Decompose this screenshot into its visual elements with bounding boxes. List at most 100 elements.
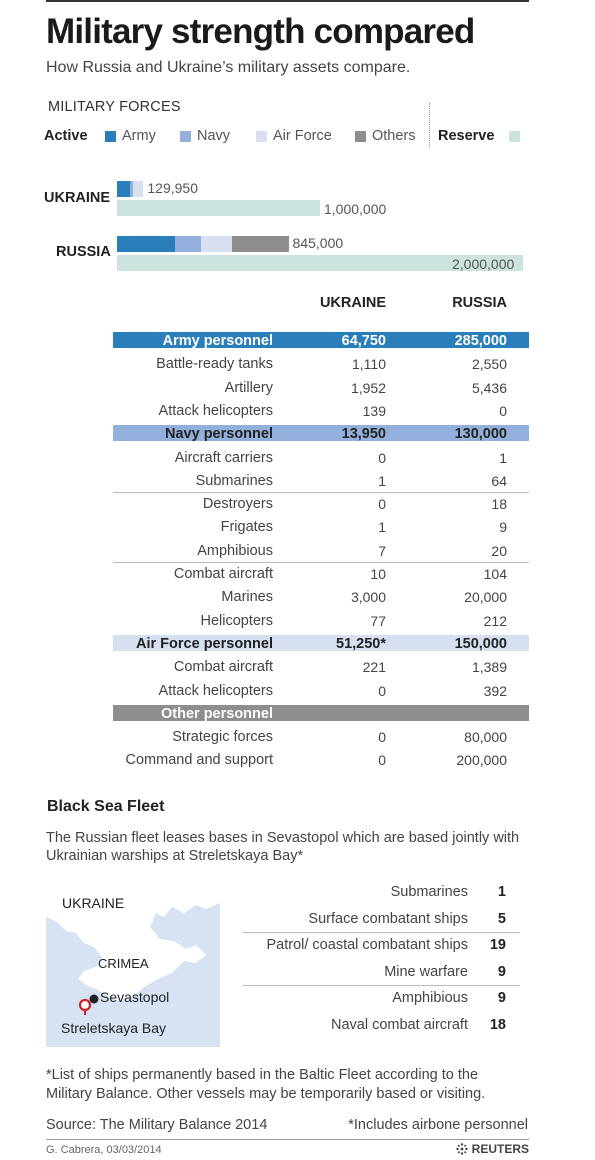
page-title: Military strength compared [46, 12, 475, 51]
credit-line: G. Cabrera, 03/03/2014 [46, 1144, 162, 1156]
map-label-crimea: CRIMEA [98, 956, 149, 971]
bar-reserve-label-ukraine: 1,000,000 [324, 201, 387, 217]
bottom-rule [46, 1139, 529, 1140]
table-section-header: Other personnel [113, 704, 529, 722]
row-label: Combat aircraft [173, 659, 273, 676]
reuters-wordmark: REUTERS [471, 1142, 529, 1156]
bar-active-total-russia: 845,000 [292, 235, 344, 251]
table-section-header: Army personnel 64,750 285,000 [113, 332, 529, 349]
row-label: Navy personnel [165, 426, 273, 443]
row-label: Marines [221, 589, 273, 606]
row-ukraine-value: 0 [378, 682, 386, 699]
row-label: Helicopters [200, 612, 273, 629]
top-rule [46, 0, 529, 2]
map-markers [78, 994, 99, 1015]
table-row: Submarines 1 64 [113, 471, 529, 493]
row-ukraine-value: 1,110 [352, 356, 386, 373]
row-russia-value: 20 [491, 542, 507, 559]
row-ukraine-value: 1,952 [350, 379, 386, 396]
page-subtitle: How Russia and Ukraine’s military assets… [46, 59, 411, 76]
bar-ukraine-army [117, 181, 131, 197]
row-russia-value: 0 [499, 402, 507, 419]
row-ukraine-value: 0 [378, 729, 386, 746]
row-russia-value: 1,389 [471, 659, 507, 676]
table-divider [113, 562, 529, 563]
row-russia-value: 64 [491, 472, 507, 489]
row-russia-value: 200,000 [456, 752, 507, 769]
bar-russia-army [117, 236, 175, 252]
legend-label-others: Others [372, 128, 416, 144]
source-note: Source: The Military Balance 2014 [46, 1117, 268, 1133]
fleet-item-value: 5 [497, 910, 506, 927]
legend-label-navy: Navy [197, 128, 231, 144]
row-russia-value: 150,000 [454, 635, 507, 652]
map-label-ukraine: UKRAINE [62, 895, 125, 911]
table-row: Attack helicopters 0 392 [113, 681, 529, 703]
forces-section-label: MILITARY FORCES [48, 99, 181, 115]
row-ukraine-value: 0 [378, 449, 386, 466]
row-ukraine-value: 64,750 [341, 333, 386, 349]
row-ukraine-value: 7 [378, 542, 386, 559]
row-ukraine-value: 3,000 [350, 589, 386, 606]
table-row: Aircraft carriers 0 1 [113, 448, 529, 470]
fleet-item: Patrol/ coastal combatant ships 19 [243, 935, 520, 957]
row-label: Command and support [125, 752, 274, 769]
table-row: Attack helicopters 139 0 [113, 401, 529, 423]
table-row: Destroyers 0 18 [113, 494, 529, 516]
row-label: Combat aircraft [173, 566, 273, 582]
row-russia-value: 392 [483, 682, 507, 699]
row-label: Army personnel [162, 333, 273, 349]
legend-reserve-label: Reserve [438, 128, 495, 144]
legend-swatch-airforce [256, 131, 267, 142]
legend-divider [429, 103, 430, 147]
legend-swatch-army [105, 131, 116, 142]
row-russia-value: 212 [483, 612, 507, 629]
table-row: Combat aircraft 10 104 [113, 564, 529, 586]
bar-category-russia: RUSSIA [56, 244, 111, 260]
row-label: Other personnel [161, 705, 273, 722]
table-section-header: Navy personnel 13,950 130,000 [113, 425, 529, 443]
row-russia-value: 130,000 [454, 426, 507, 443]
bar-russia-navy [174, 236, 202, 252]
table-section-header: Air Force personnel 51,250* 150,000 [113, 634, 529, 652]
table-row: Frigates 1 9 [113, 517, 529, 539]
fleet-divider [243, 985, 520, 986]
bar-reserve-label-russia: 2,000,000 [452, 256, 515, 272]
table-col-russia: RUSSIA [452, 295, 507, 311]
row-label: Frigates [220, 519, 273, 536]
fleet-item: Surface combatant ships 5 [243, 909, 520, 931]
row-label: Strategic forces [172, 729, 273, 746]
legend-swatch-others [355, 131, 366, 142]
fleet-item: Submarines 1 [243, 882, 520, 904]
fleet-title: Black Sea Fleet [47, 798, 165, 815]
bar-ukraine-reserve [117, 200, 320, 216]
reuters-logo: REUTERS [455, 1142, 529, 1156]
table-col-ukraine: UKRAINE [319, 295, 386, 311]
crimea-map: UKRAINE CRIMEA Sevastopol Streletskaya B… [46, 883, 220, 1047]
fleet-item-label: Amphibious [392, 990, 468, 1006]
map-label-sevastopol: Sevastopol [100, 989, 170, 1005]
table-row: Marines 3,000 20,000 [113, 587, 529, 609]
fleet-item-label: Surface combatant ships [308, 910, 468, 927]
row-label: Attack helicopters [158, 402, 273, 419]
fleet-item-value: 9 [497, 963, 506, 980]
bar-active-total-ukraine: 129,950 [147, 180, 198, 196]
legend-swatch-reserve [509, 131, 520, 142]
row-russia-value: 80,000 [464, 729, 507, 746]
bar-russia-airforce [201, 236, 232, 252]
row-russia-value: 20,000 [464, 589, 507, 606]
row-label: Aircraft carriers [174, 449, 273, 466]
row-russia-value: 5,436 [471, 379, 507, 396]
fleet-item-value: 19 [489, 937, 506, 953]
row-russia-value: 104 [483, 566, 507, 582]
fleet-item-label: Patrol/ coastal combatant ships [266, 937, 469, 953]
row-ukraine-value: 139 [362, 402, 386, 419]
fleet-item-label: Submarines [390, 884, 468, 900]
table-row: Battle-ready tanks 1,110 2,550 [113, 354, 529, 376]
map-label-streletskaya: Streletskaya Bay [61, 1020, 167, 1036]
row-ukraine-value: 10 [370, 566, 386, 582]
ship-footnote: *List of ships permanently based in the … [46, 1067, 486, 1102]
streletskaya-marker [78, 998, 92, 1012]
row-label: Submarines [195, 472, 273, 489]
row-label: Amphibious [197, 542, 273, 559]
